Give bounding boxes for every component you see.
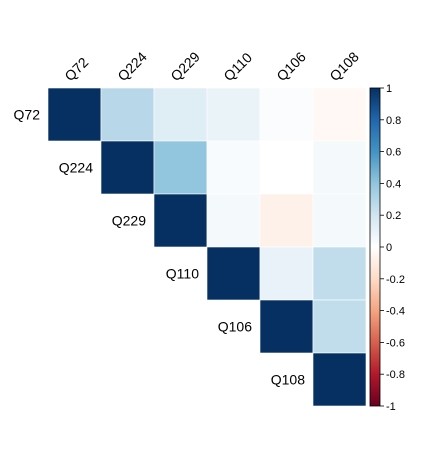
- colorbar-tick-label: -0.4: [386, 306, 405, 318]
- colorbar-tick-label: -0.8: [386, 369, 405, 381]
- heatmap-cell-Q106-Q108: [312, 299, 367, 354]
- row-label-Q110: Q110: [166, 266, 199, 282]
- colorbar-tick-label: 0.6: [386, 147, 401, 159]
- column-label-Q106: Q106: [273, 48, 309, 84]
- row-label-Q224: Q224: [59, 160, 93, 176]
- colorbar-tick-label: 0.4: [386, 178, 401, 190]
- heatmap-cell-Q72-Q72: [47, 87, 102, 142]
- heatmap-cells: [47, 87, 367, 407]
- heatmap-cell-Q110-Q110: [206, 246, 261, 301]
- colorbar-ticks: 1 0.8 0.6 0.4 0.2 0 -0.2 -0.4 -0.6 -0.8 -1: [380, 83, 405, 413]
- heatmap-cell-Q224-Q229: [153, 140, 208, 195]
- colorbar-gradient: [369, 87, 381, 407]
- heatmap-cell-Q72-Q224: [100, 87, 155, 142]
- column-label-Q108: Q108: [326, 48, 362, 84]
- column-labels: Q72 Q224 Q229 Q110 Q106 Q108: [61, 48, 362, 84]
- heatmap-cell-Q72-Q108: [312, 87, 367, 142]
- heatmap-cell-Q224-Q224: [100, 140, 155, 195]
- heatmap-cell-Q108-Q108: [312, 352, 367, 407]
- column-label-Q229: Q229: [167, 48, 203, 84]
- heatmap-cell-Q229-Q110: [206, 193, 261, 248]
- heatmap-cell-Q110-Q108: [312, 246, 367, 301]
- row-labels: Q72 Q224 Q229 Q110 Q106 Q108: [14, 107, 306, 388]
- heatmap-cell-Q106-Q106: [259, 299, 314, 354]
- column-label-Q110: Q110: [220, 49, 255, 84]
- heatmap-cell-Q229-Q229: [153, 193, 208, 248]
- heatmap-cell-Q224-Q108: [312, 140, 367, 195]
- heatmap-cell-Q72-Q229: [153, 87, 208, 142]
- heatmap-cell-Q72-Q106: [259, 87, 314, 142]
- colorbar-tick-label: -0.2: [386, 274, 405, 286]
- heatmap-cell-Q72-Q110: [206, 87, 261, 142]
- colorbar-tick-label: 0.8: [386, 115, 401, 127]
- colorbar-tick-label: -0.6: [386, 337, 405, 349]
- heatmap-cell-Q229-Q108: [312, 193, 367, 248]
- heatmap-cell-Q110-Q106: [259, 246, 314, 301]
- heatmap-cell-Q224-Q110: [206, 140, 261, 195]
- heatmap-cell-Q224-Q106: [259, 140, 314, 195]
- colorbar-tick-label: 0: [386, 242, 392, 254]
- colorbar-tick-label: -1: [386, 401, 396, 413]
- row-label-Q106: Q106: [218, 319, 252, 335]
- heatmap-cell-Q229-Q106: [259, 193, 314, 248]
- row-label-Q72: Q72: [14, 107, 41, 123]
- row-label-Q108: Q108: [271, 372, 305, 388]
- column-label-Q224: Q224: [114, 48, 150, 84]
- colorbar-tick-label: 1: [386, 83, 392, 95]
- row-label-Q229: Q229: [112, 213, 146, 229]
- colorbar: 1 0.8 0.6 0.4 0.2 0 -0.2 -0.4 -0.6 -0.8 -1: [369, 83, 405, 413]
- column-label-Q72: Q72: [61, 54, 91, 84]
- colorbar-tick-label: 0.2: [386, 210, 401, 222]
